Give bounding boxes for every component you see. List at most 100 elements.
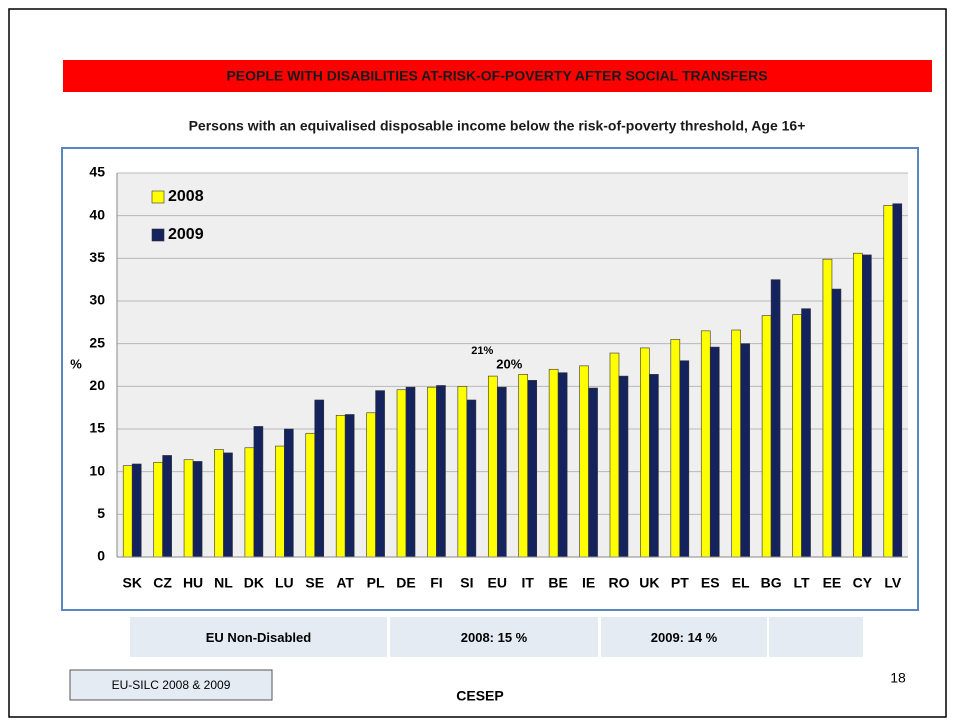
x-tick-label: SE xyxy=(305,575,324,591)
bar xyxy=(862,254,872,558)
bar xyxy=(527,380,538,558)
bar xyxy=(405,386,416,558)
x-tick-label: EL xyxy=(732,575,750,591)
bar xyxy=(709,346,720,558)
x-tick-label: LT xyxy=(793,575,810,591)
bar xyxy=(649,374,659,558)
slide-border xyxy=(8,8,947,718)
bar xyxy=(609,352,620,558)
bar xyxy=(192,461,203,558)
y-tick-label: 40 xyxy=(89,206,105,222)
bar xyxy=(740,343,750,558)
bar xyxy=(162,455,172,558)
x-tick-label: LV xyxy=(884,575,902,591)
x-tick-label: IT xyxy=(521,575,534,591)
bar xyxy=(275,445,285,558)
x-tick-label: AT xyxy=(336,575,354,591)
bar xyxy=(770,279,781,558)
y-tick-label: 10 xyxy=(89,462,105,478)
x-tick-label: NL xyxy=(214,575,233,591)
bar xyxy=(670,339,681,558)
bar xyxy=(761,315,772,558)
x-tick-label: LU xyxy=(275,575,294,591)
bar xyxy=(640,347,650,558)
page-number: 18 xyxy=(890,670,906,686)
x-tick-label: DK xyxy=(244,575,264,591)
bar xyxy=(466,399,477,558)
x-tick-label: PT xyxy=(671,575,689,591)
bar xyxy=(801,308,811,558)
bar xyxy=(618,375,629,558)
x-tick-label: EE xyxy=(823,575,842,591)
x-tick-label: PL xyxy=(367,575,385,591)
x-tick-label: ES xyxy=(701,575,720,591)
table-cell-blank xyxy=(769,617,863,657)
bar xyxy=(131,463,142,558)
table-cell: 2008: 15 % xyxy=(390,617,598,657)
bar xyxy=(496,386,507,558)
bar xyxy=(518,374,529,558)
bar xyxy=(700,330,711,558)
bar xyxy=(557,372,568,558)
x-tick-label: SI xyxy=(460,575,473,591)
bar xyxy=(223,452,233,558)
bar xyxy=(183,459,194,558)
bar xyxy=(305,432,316,558)
x-tick-label: UK xyxy=(639,575,659,591)
bar xyxy=(548,368,559,558)
bar xyxy=(122,465,133,558)
bar xyxy=(427,386,437,558)
bar xyxy=(153,461,163,558)
bar xyxy=(335,415,346,558)
bar xyxy=(487,375,498,558)
legend-swatch xyxy=(151,190,165,204)
bar xyxy=(731,329,741,558)
source-box xyxy=(69,669,273,701)
bar xyxy=(792,314,802,558)
legend-swatch xyxy=(151,228,165,242)
bar xyxy=(214,449,224,558)
bar xyxy=(822,258,833,558)
x-tick-label: EU xyxy=(488,575,507,591)
bar xyxy=(892,203,903,558)
y-axis-label: % xyxy=(70,356,82,371)
table-cell: EU Non-Disabled xyxy=(130,617,387,657)
bar xyxy=(314,399,325,558)
bar xyxy=(244,447,255,558)
data-label: 20% xyxy=(496,357,522,372)
x-tick-label: IE xyxy=(582,575,595,591)
x-tick-label: CZ xyxy=(153,575,172,591)
bar xyxy=(853,252,863,558)
x-tick-label: CY xyxy=(853,575,873,591)
bar xyxy=(457,386,468,558)
data-label: 21% xyxy=(471,345,493,357)
x-tick-label: RO xyxy=(608,575,629,591)
chart-title: PEOPLE WITH DISABILITIES AT-RISK-OF-POVE… xyxy=(226,68,767,84)
bar xyxy=(588,387,598,558)
bar xyxy=(883,205,894,558)
bar xyxy=(284,428,294,558)
source: EU-SILC 2008 & 2009 xyxy=(112,678,231,692)
y-tick-label: 35 xyxy=(89,249,105,265)
x-tick-label: FI xyxy=(430,575,442,591)
y-tick-label: 45 xyxy=(89,164,105,180)
x-tick-label: BE xyxy=(548,575,567,591)
y-tick-label: 5 xyxy=(97,505,105,521)
x-tick-label: BG xyxy=(761,575,782,591)
y-tick-label: 15 xyxy=(89,420,105,436)
bar xyxy=(396,389,407,558)
x-tick-label: HU xyxy=(183,575,203,591)
y-tick-label: 20 xyxy=(89,377,105,393)
table-cell: 2009: 14 % xyxy=(601,617,767,657)
bar xyxy=(344,414,355,558)
legend-label: 2008 xyxy=(168,188,204,205)
y-tick-label: 0 xyxy=(97,548,105,564)
x-tick-label: SK xyxy=(122,575,141,591)
legend-label: 2009 xyxy=(168,226,204,243)
bar xyxy=(679,360,690,558)
bar xyxy=(366,412,376,558)
x-tick-label: DE xyxy=(396,575,415,591)
bar xyxy=(436,385,446,558)
